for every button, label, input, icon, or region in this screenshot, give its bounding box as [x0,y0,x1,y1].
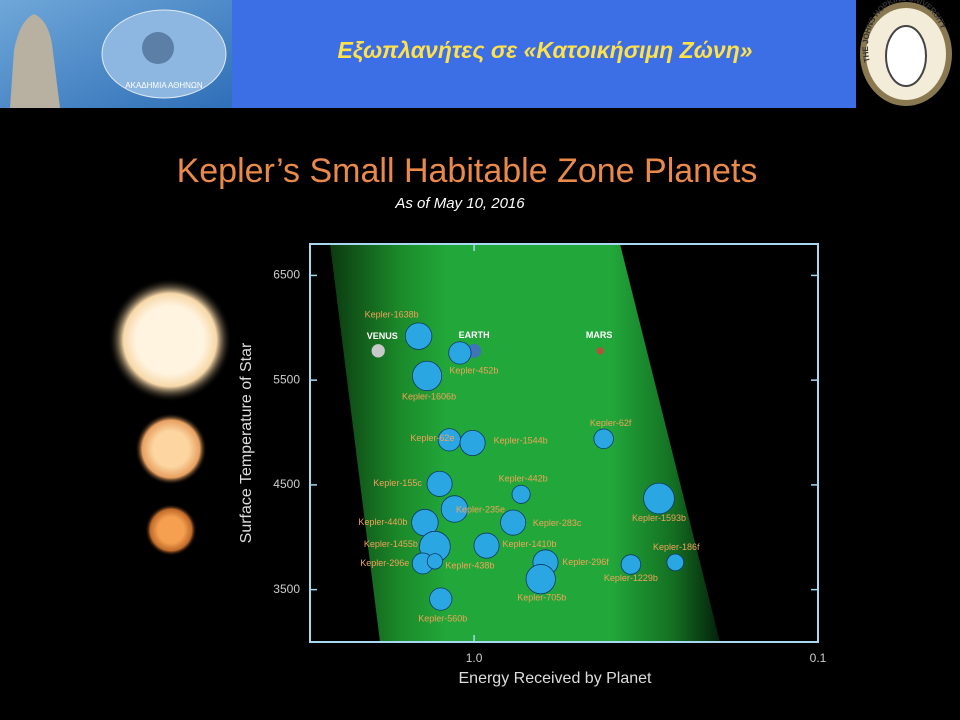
chart-subtitle: As of May 10, 2016 [394,195,525,212]
star-medium [135,413,207,485]
planet-label: Kepler-283c [533,518,582,528]
star-large [108,278,232,402]
planet-label: MARS [586,330,613,340]
planet [426,470,453,497]
planet [440,495,469,523]
planet [429,587,453,611]
planet-label: VENUS [367,331,398,341]
planet-label: Kepler-235e [456,504,505,514]
star-small [145,504,197,556]
planet [620,554,642,575]
y-tick-label: 5500 [273,372,300,386]
x-axis-label: Energy Received by Planet [459,670,653,687]
planet [666,553,685,572]
planet-label: Kepler-186f [653,542,700,552]
planet-label: Kepler-560b [418,613,467,623]
y-tick-label: 3500 [273,582,300,596]
left-logo-text: ΑΚΑΔΗΜΙΑ ΑΘΗΝΩΝ [125,81,203,90]
planet-label: Kepler-62e [410,433,454,443]
statue [10,14,60,108]
planet-label: Kepler-1229b [604,573,658,583]
planet-label: Kepler-1593b [632,513,686,523]
planet [371,344,385,358]
x-tick-label: 1.0 [466,651,483,665]
planet-label: Kepler-296e [360,558,409,568]
planet [404,322,433,350]
y-tick-label: 4500 [273,477,300,491]
planet [525,564,556,595]
planet [426,553,444,570]
planet [596,347,604,355]
planet-label: Kepler-1410b [503,539,557,549]
chart-title: Kepler’s Small Habitable Zone Planets [177,152,758,190]
y-tick-label: 6500 [273,268,300,282]
planet-label: Kepler-62f [590,418,632,428]
planet-label: Kepler-1544b [494,435,548,445]
planet-label: Kepler-155c [373,478,422,488]
planet-label: Kepler-1455b [364,539,418,549]
planet [448,341,472,365]
academy-head [142,32,174,64]
planet-label: Kepler-705b [517,593,566,603]
planet-label: EARTH [459,330,490,340]
planet-label: Kepler-438b [445,561,494,571]
planet [593,428,614,450]
planet [459,429,486,456]
y-axis-label: Surface Temperature of Star [238,342,255,543]
planet-label: Kepler-452b [449,365,498,375]
jhu-shield [885,25,927,87]
planet-label: Kepler-440b [358,517,407,527]
planet [511,484,531,504]
planet [411,360,443,392]
header-title: Εξωπλανήτες σε «Κατοικήσιμη Ζώνη» [337,37,752,63]
planet-label: Kepler-1606b [402,391,456,401]
planet-label: Kepler-442b [499,474,548,484]
planet [643,482,675,515]
x-tick-label: 0.1 [810,651,827,665]
planet-label: Kepler-1638b [365,310,419,320]
planet-label: Kepler-296f [562,557,609,567]
plot-bg [310,244,818,642]
plot-frame [309,243,819,643]
planet [473,532,500,559]
planet [500,509,527,536]
